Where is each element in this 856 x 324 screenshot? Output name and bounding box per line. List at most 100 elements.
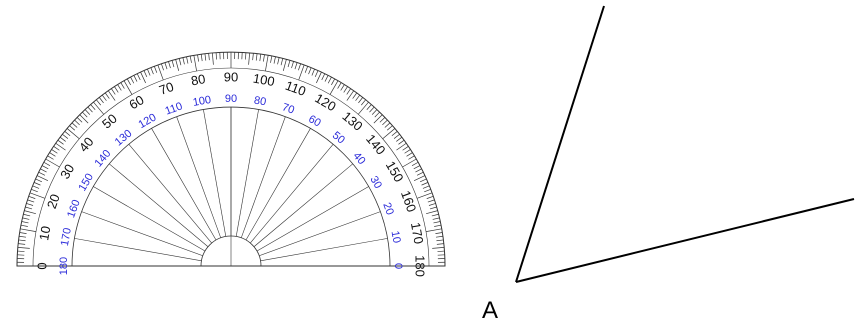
tick-mark bbox=[189, 55, 192, 63]
tick-mark bbox=[19, 232, 27, 234]
outer-scale-label: 80 bbox=[190, 71, 207, 88]
tick-mark bbox=[104, 92, 110, 99]
tick-mark bbox=[358, 97, 364, 104]
tick-mark bbox=[316, 71, 322, 84]
tick-mark bbox=[200, 54, 203, 62]
protractor-outline bbox=[16, 51, 446, 267]
tick-mark bbox=[382, 128, 396, 139]
tick-mark bbox=[171, 60, 175, 68]
tick-mark bbox=[38, 171, 46, 176]
tick-mark bbox=[346, 88, 351, 95]
tick-mark bbox=[287, 60, 291, 68]
degree-ray bbox=[203, 109, 227, 237]
tick-mark bbox=[427, 199, 435, 203]
outer-scale-label: 130 bbox=[339, 108, 365, 133]
tick-mark bbox=[369, 106, 375, 113]
tick-mark bbox=[57, 139, 64, 145]
tick-mark bbox=[277, 57, 280, 65]
tick-mark bbox=[74, 119, 80, 126]
tick-mark bbox=[29, 192, 46, 199]
tick-mark bbox=[413, 175, 426, 181]
tick-mark bbox=[64, 131, 71, 137]
inner-scale-label: 20 bbox=[380, 201, 395, 217]
tick-mark bbox=[402, 158, 417, 168]
tick-mark bbox=[140, 71, 146, 84]
angle-ray-lower bbox=[515, 198, 855, 283]
degree-ray bbox=[259, 211, 381, 257]
tick-mark bbox=[433, 221, 441, 224]
tick-mark bbox=[23, 213, 31, 217]
outer-scale-label: 30 bbox=[57, 161, 77, 181]
outer-scale-label: 20 bbox=[44, 192, 63, 211]
inner-scale-label: 160 bbox=[65, 198, 83, 219]
tick-mark bbox=[425, 228, 442, 232]
tick-mark bbox=[40, 168, 47, 173]
tick-mark bbox=[406, 152, 413, 157]
tick-mark bbox=[273, 56, 276, 64]
tick-mark bbox=[175, 59, 180, 71]
tick-mark bbox=[96, 99, 102, 106]
degree-ray bbox=[176, 116, 222, 238]
outer-scale-label: 40 bbox=[76, 134, 97, 155]
degree-ray bbox=[74, 238, 202, 262]
tick-mark bbox=[424, 188, 431, 193]
inner-scale-label: 130 bbox=[113, 128, 135, 149]
tick-mark bbox=[76, 117, 83, 123]
tick-mark bbox=[20, 224, 28, 227]
degree-ray bbox=[260, 238, 388, 262]
tick-mark bbox=[386, 125, 393, 131]
tick-mark bbox=[421, 182, 429, 186]
outer-scale-label: 160 bbox=[398, 189, 420, 215]
tick-mark bbox=[436, 239, 444, 242]
tick-mark bbox=[329, 80, 339, 95]
tick-mark bbox=[25, 206, 33, 210]
tick-mark bbox=[160, 63, 164, 71]
tick-mark bbox=[321, 73, 326, 81]
inner-scale-label: 120 bbox=[137, 112, 159, 132]
tick-mark bbox=[28, 195, 36, 199]
outer-scale-label: 60 bbox=[126, 92, 146, 112]
tick-mark bbox=[308, 67, 312, 75]
tick-mark bbox=[120, 82, 125, 89]
tick-mark bbox=[114, 86, 119, 93]
vertex-label: A bbox=[482, 297, 498, 324]
tick-mark bbox=[314, 70, 319, 78]
tick-mark bbox=[43, 161, 51, 166]
degree-ray bbox=[240, 116, 286, 238]
tick-mark bbox=[71, 122, 78, 128]
tick-mark bbox=[168, 61, 171, 69]
outer-scale-label: 90 bbox=[224, 69, 238, 84]
tick-mark bbox=[36, 175, 49, 181]
degree-ray bbox=[256, 186, 369, 252]
degree-ray bbox=[151, 128, 217, 241]
inner-scale-label: 70 bbox=[280, 101, 296, 116]
tick-mark bbox=[432, 217, 440, 220]
tick-mark bbox=[157, 64, 164, 81]
tick-mark bbox=[204, 53, 207, 61]
degree-ray bbox=[253, 163, 353, 247]
tick-mark bbox=[93, 101, 104, 115]
tick-mark bbox=[415, 168, 422, 173]
tick-mark bbox=[153, 66, 158, 73]
tick-mark bbox=[24, 210, 36, 215]
tick-mark bbox=[69, 125, 76, 131]
tick-mark bbox=[117, 84, 122, 91]
tick-mark bbox=[33, 182, 41, 186]
tick-inner-arc bbox=[32, 67, 430, 267]
tick-mark bbox=[21, 221, 29, 224]
tick-mark bbox=[55, 142, 66, 151]
tick-mark bbox=[340, 84, 345, 91]
tick-mark bbox=[178, 58, 182, 66]
tick-mark bbox=[265, 55, 269, 72]
tick-mark bbox=[66, 128, 80, 139]
tick-mark bbox=[391, 131, 398, 137]
tick-mark bbox=[324, 75, 329, 82]
tick-mark bbox=[355, 94, 361, 101]
tick-mark bbox=[126, 78, 131, 86]
tick-mark bbox=[422, 185, 430, 189]
tick-mark bbox=[18, 239, 26, 242]
tick-mark bbox=[53, 146, 60, 151]
tick-mark bbox=[111, 88, 116, 95]
tick-mark bbox=[31, 188, 38, 193]
outer-scale-label: 140 bbox=[363, 131, 388, 157]
